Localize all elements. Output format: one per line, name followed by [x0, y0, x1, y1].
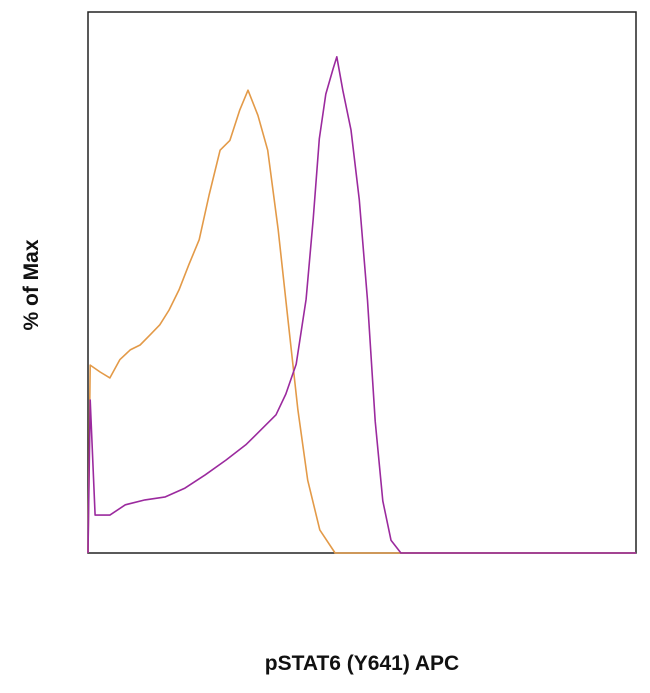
y-axis-label: % of Max	[20, 239, 43, 330]
x-axis-label: pSTAT6 (Y641) APC	[265, 652, 459, 675]
plot-frame	[87, 11, 637, 554]
histogram-line	[87, 89, 636, 554]
histogram-line	[87, 56, 636, 554]
